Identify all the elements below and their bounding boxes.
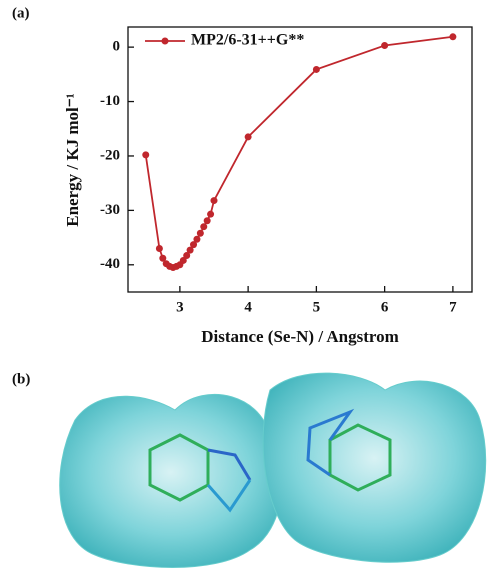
- data-point: [200, 223, 207, 230]
- data-point: [142, 151, 149, 158]
- data-point: [204, 217, 211, 224]
- data-point: [449, 33, 456, 40]
- legend-label: MP2/6-31++G**: [191, 32, 304, 49]
- series-line: [146, 37, 453, 268]
- x-tick-label: 5: [313, 299, 321, 315]
- x-tick-label: 4: [244, 299, 252, 315]
- figure: (a) (b) Distance (Se-N) / Angstrom Energ…: [0, 0, 492, 573]
- panel-label: (b): [12, 371, 30, 387]
- surface: [263, 373, 486, 562]
- plot-frame: [128, 27, 472, 292]
- y-tick-label: -20: [100, 147, 120, 163]
- panel-label: (a): [12, 5, 30, 21]
- data-point: [245, 133, 252, 140]
- x-tick-label: 7: [449, 299, 457, 315]
- x-axis-title: Distance (Se-N) / Angstrom: [201, 327, 399, 346]
- data-point: [193, 236, 200, 243]
- data-point: [381, 42, 388, 49]
- y-tick-label: 0: [113, 39, 121, 55]
- data-point: [313, 66, 320, 73]
- y-tick-label: -40: [100, 256, 120, 272]
- y-tick-label: -30: [100, 202, 120, 218]
- x-tick-label: 3: [176, 299, 184, 315]
- data-point: [156, 245, 163, 252]
- y-tick-label: -10: [100, 93, 120, 109]
- legend-marker: [162, 38, 169, 45]
- data-point: [211, 197, 218, 204]
- x-tick-label: 6: [381, 299, 389, 315]
- data-point: [197, 230, 204, 237]
- data-point: [207, 211, 214, 218]
- y-axis-title: Energy / KJ mol⁻¹: [63, 93, 82, 227]
- molecule-image: [60, 373, 486, 567]
